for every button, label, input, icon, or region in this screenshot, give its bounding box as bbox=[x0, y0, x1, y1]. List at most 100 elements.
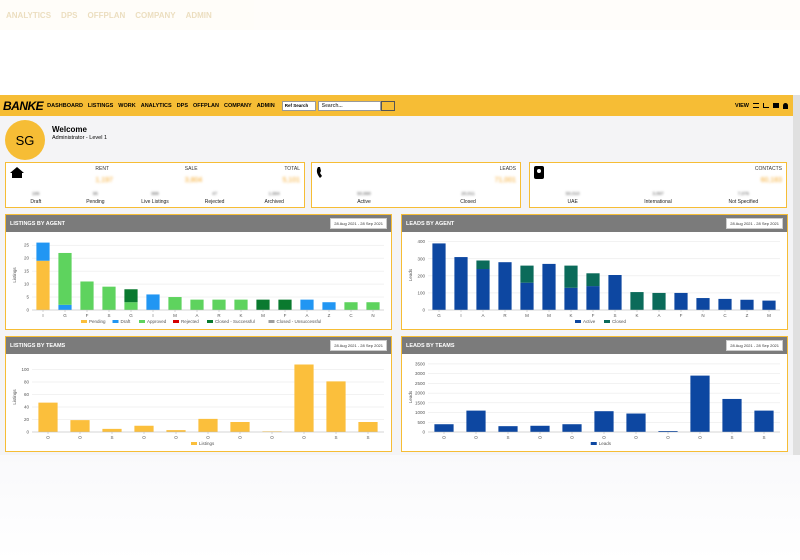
ghost-item: ANALYTICS bbox=[6, 10, 52, 20]
x-tick-label: R bbox=[217, 313, 221, 318]
bar bbox=[690, 375, 710, 432]
nav-item[interactable]: COMPANY bbox=[223, 102, 252, 109]
bar bbox=[36, 242, 50, 261]
nav-item[interactable]: WORK bbox=[118, 102, 136, 109]
x-tick-label: F bbox=[284, 313, 287, 318]
chart: 0 100 200 300 400 Leads G I A R M M K F S K A F N C Z M Active… bbox=[408, 239, 780, 324]
y-tick-label: 0 bbox=[422, 308, 425, 313]
contacts-card: CONTACTS 60,183 50,010 UAE 3,097 Internationa… bbox=[529, 162, 787, 208]
x-tick-label: C bbox=[349, 313, 353, 318]
legend-label: Active bbox=[583, 319, 596, 324]
search-input[interactable]: Search... bbox=[317, 100, 381, 111]
bar bbox=[166, 430, 186, 432]
mail-icon[interactable] bbox=[773, 103, 779, 108]
stat-label: UAE bbox=[567, 199, 578, 205]
bar bbox=[498, 426, 518, 432]
y-tick-label: 5 bbox=[26, 295, 29, 300]
nav-item[interactable]: ANALYTICS bbox=[140, 102, 172, 109]
y-tick-label: 200 bbox=[417, 273, 425, 278]
x-tick-label: O bbox=[602, 435, 606, 440]
x-tick-label: S bbox=[107, 313, 110, 318]
panel: LEADS BY AGENT 28 Aug 2021 - 28 Sep 2021 0… bbox=[401, 214, 788, 330]
list-icon[interactable] bbox=[753, 103, 759, 108]
x-tick-label: I bbox=[460, 313, 461, 318]
y-tick-label: 20 bbox=[24, 256, 30, 261]
bar bbox=[234, 299, 248, 310]
x-tick-label: N bbox=[371, 313, 374, 318]
nav-item[interactable]: ADMIN bbox=[256, 102, 275, 109]
nav-item[interactable]: LISTINGS bbox=[87, 102, 114, 109]
x-tick-label: O bbox=[78, 435, 82, 440]
x-tick-label: F bbox=[592, 313, 595, 318]
bar bbox=[358, 422, 378, 432]
bar bbox=[520, 265, 534, 283]
contact-icon bbox=[534, 166, 544, 179]
y-axis-label: Listings bbox=[12, 267, 17, 283]
legend-swatch bbox=[575, 320, 581, 323]
legend-swatch bbox=[268, 320, 275, 323]
date-range[interactable]: 28 Aug 2021 - 28 Sep 2021 bbox=[330, 218, 387, 229]
ghost-item: ADMIN bbox=[185, 10, 212, 20]
welcome-title: Welcome bbox=[52, 125, 87, 134]
y-tick-label: 1500 bbox=[415, 400, 426, 405]
bar bbox=[564, 265, 578, 288]
bar bbox=[434, 424, 454, 432]
legend-swatch bbox=[139, 320, 145, 323]
legend-swatch bbox=[81, 320, 87, 323]
stat-value: 3,097 bbox=[652, 191, 664, 196]
x-tick-label: O bbox=[666, 435, 670, 440]
card-value: 3,804 bbox=[184, 177, 203, 184]
x-tick-label: O bbox=[538, 435, 542, 440]
search-button[interactable] bbox=[380, 100, 395, 111]
y-tick-label: 1000 bbox=[415, 410, 426, 415]
ref-select[interactable]: Ref Search bbox=[281, 100, 316, 111]
chart-icon[interactable] bbox=[763, 103, 769, 108]
bar bbox=[256, 299, 270, 310]
stat-value: 988 bbox=[151, 191, 159, 196]
bar bbox=[630, 292, 644, 310]
user-label[interactable]: VIEW bbox=[734, 102, 749, 109]
y-tick-label: 2000 bbox=[415, 391, 426, 396]
card-value: 71,001 bbox=[494, 177, 516, 184]
y-tick-label: 100 bbox=[417, 290, 425, 295]
x-tick-label: S bbox=[110, 435, 113, 440]
x-tick-label: S bbox=[334, 435, 337, 440]
stat-label: Pending bbox=[86, 199, 105, 205]
y-tick-label: 3500 bbox=[415, 361, 426, 366]
stat-value: 7,076 bbox=[737, 191, 749, 196]
bar bbox=[366, 302, 380, 310]
legend-label: Rejected bbox=[181, 319, 199, 324]
panel-header: LISTINGS BY AGENT 28 Aug 2021 - 28 Sep 20… bbox=[6, 215, 391, 232]
logo[interactable]: BANKE bbox=[3, 98, 44, 113]
x-tick-label: F bbox=[86, 313, 89, 318]
date-range[interactable]: 28 Aug 2021 - 28 Sep 2021 bbox=[330, 340, 387, 351]
y-tick-label: 20 bbox=[24, 417, 30, 422]
x-tick-label: O bbox=[442, 435, 446, 440]
panel: LISTINGS BY TEAMS 28 Aug 2021 - 28 Sep 20… bbox=[5, 336, 392, 452]
bar bbox=[564, 287, 578, 310]
bar bbox=[432, 243, 446, 310]
nav-item[interactable]: DPS bbox=[176, 102, 188, 109]
x-tick-label: M bbox=[173, 313, 177, 318]
bar bbox=[80, 281, 94, 310]
scrollbar bbox=[793, 95, 800, 455]
bar bbox=[722, 398, 742, 432]
stat-label: Archived bbox=[264, 199, 284, 205]
stat-value: 186 bbox=[32, 191, 40, 196]
bar bbox=[262, 431, 282, 432]
nav-item[interactable]: OFFPLAN bbox=[193, 102, 219, 109]
date-range[interactable]: 28 Aug 2021 - 28 Sep 2021 bbox=[726, 340, 783, 351]
x-tick-label: Z bbox=[746, 313, 749, 318]
ghost-item: OFFPLAN bbox=[87, 10, 126, 20]
y-tick-label: 0 bbox=[422, 430, 425, 435]
x-tick-label: O bbox=[206, 435, 210, 440]
legend-label: Approved bbox=[147, 319, 167, 324]
bell-icon[interactable] bbox=[783, 102, 788, 109]
nav-item[interactable]: DASHBOARD bbox=[47, 102, 83, 109]
x-tick-label: S bbox=[506, 435, 509, 440]
date-range[interactable]: 28 Aug 2021 - 28 Sep 2021 bbox=[726, 218, 783, 229]
y-tick-label: 400 bbox=[417, 239, 425, 244]
x-tick-label: M bbox=[525, 313, 529, 318]
faded-nav: ANALYTICS DPS OFFPLAN COMPANY ADMIN bbox=[0, 0, 800, 30]
